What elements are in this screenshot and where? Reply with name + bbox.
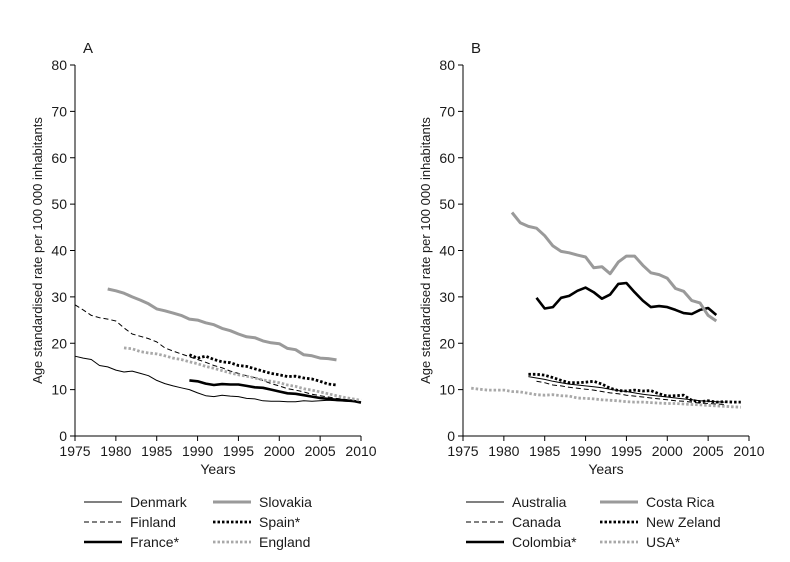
- x-tick-label: 1975: [447, 443, 478, 459]
- panel-label: B: [471, 40, 481, 57]
- series-line-new-zeland: [528, 372, 741, 404]
- y-axis-title: Age standardised rate per 100 000 inhabi…: [30, 117, 45, 384]
- y-tick-label: 30: [51, 289, 67, 305]
- y-tick-label: 50: [439, 196, 455, 212]
- series-line-finland: [74, 304, 362, 403]
- y-tick-label: 70: [51, 103, 67, 119]
- panel-label: A: [83, 40, 93, 57]
- x-tick-label: 1995: [223, 443, 254, 459]
- series-line-usa: [471, 386, 741, 409]
- x-axis-title: Years: [200, 461, 235, 477]
- y-axis-title: Age standardised rate per 100 000 inhabi…: [418, 117, 433, 384]
- y-tick-label: 0: [59, 428, 67, 444]
- series-line-slovakia: [107, 287, 337, 362]
- legend-label: USA*: [646, 534, 681, 550]
- x-tick-label: 1990: [570, 443, 601, 459]
- y-tick-label: 10: [439, 382, 455, 398]
- y-tick-label: 30: [439, 289, 455, 305]
- legend-label: Denmark: [130, 494, 188, 510]
- y-tick-label: 10: [51, 382, 67, 398]
- x-tick-label: 2005: [305, 443, 336, 459]
- x-tick-label: 1975: [59, 443, 90, 459]
- legend-label: Canada: [512, 514, 561, 530]
- y-tick-label: 20: [51, 335, 67, 351]
- legend-label: Finland: [130, 514, 176, 530]
- x-tick-label: 1980: [488, 443, 519, 459]
- series-line-costa-rica: [510, 211, 718, 323]
- x-tick-label: 1985: [529, 443, 560, 459]
- legend-label: Spain*: [259, 514, 301, 530]
- y-tick-label: 60: [439, 150, 455, 166]
- x-tick-label: 2010: [345, 443, 376, 459]
- y-tick-label: 40: [439, 243, 455, 259]
- legend-label: Costa Rica: [646, 494, 715, 510]
- x-tick-label: 1990: [182, 443, 213, 459]
- x-tick-label: 1985: [141, 443, 172, 459]
- legend-label: Slovakia: [259, 494, 312, 510]
- x-tick-label: 2005: [693, 443, 724, 459]
- y-tick-label: 80: [439, 57, 455, 73]
- y-tick-label: 0: [447, 428, 455, 444]
- y-tick-label: 20: [439, 335, 455, 351]
- legend-label: New Zeland: [646, 514, 721, 530]
- x-tick-label: 1995: [611, 443, 642, 459]
- series-line-australia: [528, 376, 725, 403]
- y-tick-label: 40: [51, 243, 67, 259]
- series-line-france: [189, 379, 362, 404]
- legend-label: Australia: [512, 494, 567, 510]
- x-tick-label: 2000: [264, 443, 295, 459]
- series-line-denmark: [74, 355, 362, 403]
- y-tick-label: 80: [51, 57, 67, 73]
- x-tick-label: 1980: [100, 443, 131, 459]
- x-tick-label: 2010: [733, 443, 764, 459]
- series-line-colombia: [535, 281, 718, 316]
- legend-label: France*: [130, 534, 180, 550]
- y-tick-label: 70: [439, 103, 455, 119]
- y-tick-label: 50: [51, 196, 67, 212]
- x-tick-label: 2000: [652, 443, 683, 459]
- x-axis-title: Years: [588, 461, 623, 477]
- series-line-england: [123, 346, 362, 402]
- y-tick-label: 60: [51, 150, 67, 166]
- legend-label: England: [259, 534, 310, 550]
- series-line-spain: [188, 353, 337, 387]
- legend-label: Colombia*: [512, 534, 577, 550]
